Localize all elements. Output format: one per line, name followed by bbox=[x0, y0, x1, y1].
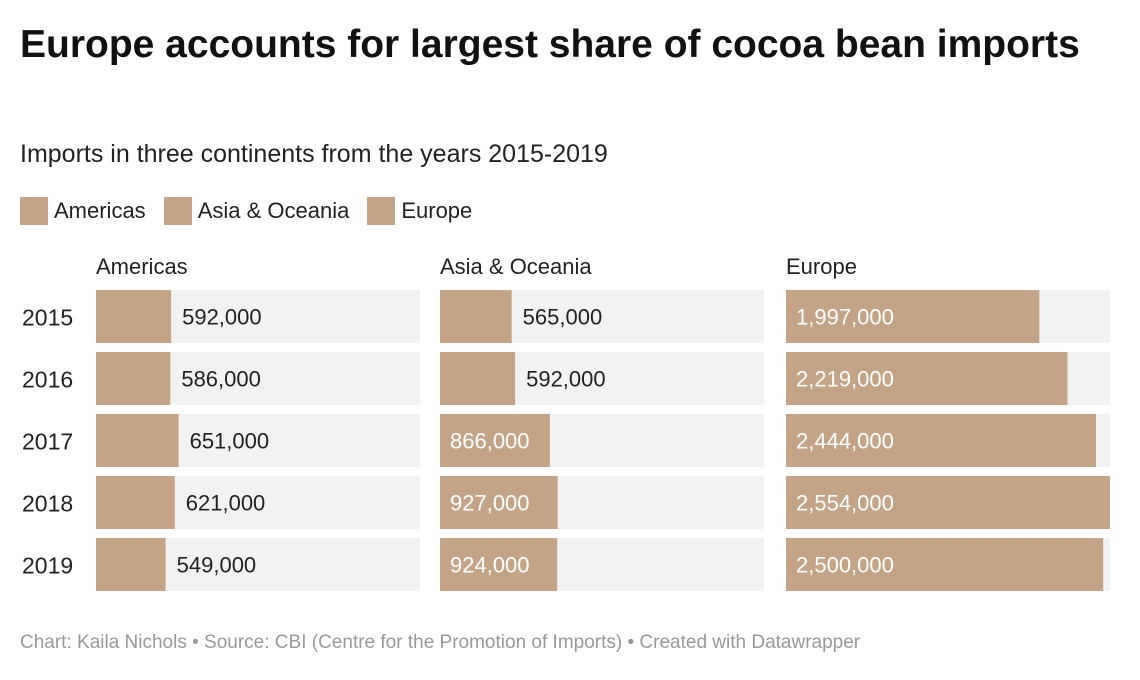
bar-europe-2018 bbox=[786, 476, 1110, 529]
legend-swatch-asia-oceania bbox=[163, 197, 192, 225]
data-label-asia-oceania-2018: 927,000 bbox=[450, 491, 530, 516]
bar-asia-oceania-2017 bbox=[440, 414, 550, 467]
data-label-europe-2018: 2,554,000 bbox=[796, 491, 894, 516]
bar-europe-2016 bbox=[786, 352, 1068, 405]
panel-header-asia-oceania: Asia & Oceania bbox=[440, 254, 592, 279]
data-label-americas-2019: 549,000 bbox=[177, 553, 257, 578]
chart-subtitle: Imports in three continents from the yea… bbox=[20, 140, 608, 168]
legend: Americas Asia & Oceania Europe bbox=[20, 197, 472, 225]
data-label-europe-2017: 2,444,000 bbox=[796, 429, 894, 454]
data-label-asia-oceania-2015: 565,000 bbox=[523, 305, 603, 330]
data-label-americas-2016: 586,000 bbox=[181, 367, 261, 392]
bar-europe-2017 bbox=[786, 414, 1097, 467]
bar-chart: 2015 2016 2017 2018 2019 Americas 592,000 586,0… bbox=[22, 254, 1110, 591]
chart-footer: Chart: Kaila Nichols • Source: CBI (Cent… bbox=[20, 632, 861, 653]
bar-europe-2015 bbox=[786, 290, 1040, 343]
year-label-2015: 2015 bbox=[22, 305, 73, 331]
data-label-europe-2015: 1,997,000 bbox=[796, 305, 894, 330]
data-label-europe-2019: 2,500,000 bbox=[796, 553, 894, 578]
legend-item-americas: Americas bbox=[20, 197, 146, 225]
data-label-asia-oceania-2019: 924,000 bbox=[450, 553, 530, 578]
bar-europe-2019 bbox=[786, 538, 1104, 591]
data-label-americas-2018: 621,000 bbox=[186, 491, 266, 516]
panel-header-europe: Europe bbox=[786, 254, 857, 279]
year-label-2016: 2016 bbox=[22, 367, 73, 393]
bar-americas-2015 bbox=[96, 290, 172, 343]
legend-swatch-europe bbox=[367, 197, 396, 225]
data-label-asia-oceania-2017: 866,000 bbox=[450, 429, 530, 454]
year-label-2017: 2017 bbox=[22, 429, 73, 455]
legend-swatch-americas bbox=[20, 197, 48, 225]
legend-label-asia-oceania: Asia & Oceania bbox=[197, 198, 350, 223]
data-label-americas-2017: 651,000 bbox=[190, 429, 270, 454]
legend-label-europe: Europe bbox=[401, 198, 473, 223]
legend-item-europe: Europe bbox=[367, 197, 472, 225]
panel-header-americas: Americas bbox=[96, 254, 188, 279]
data-label-asia-oceania-2016: 592,000 bbox=[526, 367, 606, 392]
legend-item-asia-oceania: Asia & Oceania bbox=[163, 197, 350, 225]
year-label-2018: 2018 bbox=[22, 491, 73, 517]
bar-asia-oceania-2016 bbox=[440, 352, 516, 405]
data-label-europe-2016: 2,219,000 bbox=[796, 367, 894, 392]
bar-asia-oceania-2018 bbox=[440, 476, 558, 529]
bar-americas-2019 bbox=[96, 538, 166, 591]
bar-asia-oceania-2015 bbox=[440, 290, 512, 343]
bar-americas-2018 bbox=[96, 476, 175, 529]
legend-label-americas: Americas bbox=[54, 198, 146, 223]
chart-title: Europe accounts for largest share of coc… bbox=[20, 23, 1080, 66]
bar-asia-oceania-2019 bbox=[440, 538, 558, 591]
bar-americas-2016 bbox=[96, 352, 171, 405]
year-label-2019: 2019 bbox=[22, 553, 73, 579]
bar-americas-2017 bbox=[96, 414, 179, 467]
data-label-americas-2015: 592,000 bbox=[182, 305, 262, 330]
